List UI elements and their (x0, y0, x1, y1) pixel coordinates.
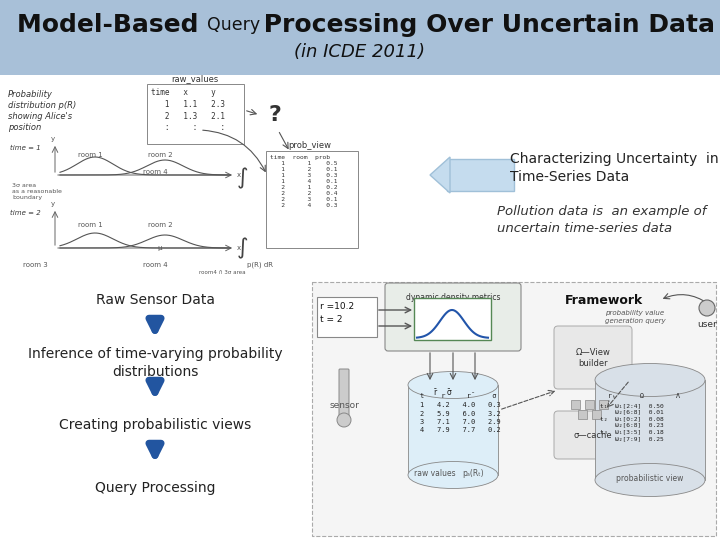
Bar (0, 75, 720, 540)
Text: y: y (51, 136, 55, 142)
Text: r =10.2
t = 2: r =10.2 t = 2 (320, 302, 354, 323)
Bar (585, 400, 594, 409)
Text: 1   4.2   4.0   0.3
2   5.9   6.0   3.2
3   7.1   7.0   2.9
4   7.9   7.7   0.2: 1 4.2 4.0 0.3 2 5.9 6.0 3.2 3 7.1 7.0 2.… (420, 402, 500, 434)
Ellipse shape (595, 463, 705, 496)
Text: p(R) dR: p(R) dR (247, 262, 273, 268)
Text: ?: ? (269, 105, 282, 125)
Text: Ω—View
builder: Ω—View builder (575, 348, 611, 368)
Polygon shape (430, 157, 450, 193)
Text: Characterizing Uncertainty  in
Time-Series Data: Characterizing Uncertainty in Time-Serie… (510, 152, 719, 184)
Text: pₐ(Rₜ): pₐ(Rₜ) (462, 469, 484, 478)
Text: room4 ∩ 3σ area: room4 ∩ 3σ area (199, 271, 246, 275)
Ellipse shape (595, 363, 705, 396)
Text: Query: Query (207, 16, 260, 34)
Ellipse shape (337, 413, 351, 427)
Bar (599, 400, 608, 409)
Text: Model-Based: Model-Based (17, 13, 207, 37)
Text: room 1: room 1 (78, 222, 102, 228)
Text: Processing Over Uncertain Data: Processing Over Uncertain Data (255, 13, 715, 37)
Text: ∫: ∫ (237, 167, 249, 188)
Text: rₜ      Ω        Λ: rₜ Ω Λ (600, 393, 680, 399)
FancyBboxPatch shape (554, 411, 632, 459)
Bar (592, 410, 601, 419)
Text: time = 2: time = 2 (10, 210, 41, 216)
FancyBboxPatch shape (317, 297, 377, 337)
Text: y: y (51, 201, 55, 207)
Text: room 1: room 1 (78, 152, 102, 158)
Text: time  room  prob
   1      1    0.5
   1      2    0.1
   1      3    0.3
   1  : time room prob 1 1 0.5 1 2 0.1 1 3 0.3 1 (270, 155, 338, 208)
Bar (578, 410, 587, 419)
Text: Inference of time-varying probability
distributions: Inference of time-varying probability di… (27, 347, 282, 379)
Text: 3σ area
as a reasonable
boundary: 3σ area as a reasonable boundary (12, 183, 62, 200)
FancyBboxPatch shape (339, 369, 349, 421)
Text: σ—cache: σ—cache (574, 430, 612, 440)
Text: Framework: Framework (565, 294, 643, 307)
FancyBboxPatch shape (595, 380, 705, 480)
Text: room 4: room 4 (143, 262, 167, 268)
FancyBboxPatch shape (312, 282, 716, 536)
Ellipse shape (408, 372, 498, 399)
Text: r̄: r̄ (433, 388, 436, 397)
FancyBboxPatch shape (266, 151, 358, 248)
Text: (in ICDE 2011): (in ICDE 2011) (294, 43, 426, 61)
Text: room 4: room 4 (143, 169, 167, 175)
FancyBboxPatch shape (554, 326, 632, 389)
Text: raw values: raw values (414, 469, 456, 478)
FancyBboxPatch shape (147, 84, 244, 144)
Text: sensor: sensor (329, 401, 359, 410)
Text: dynamic density metrics: dynamic density metrics (406, 293, 500, 302)
Text: x: x (237, 245, 241, 251)
Text: Probability
distribution p(R)
showing Alice's
position: Probability distribution p(R) showing Al… (8, 90, 76, 132)
Text: t₁  ω₁[2:4]  0.50
    ω₂[6:8]  0.01
t₂  ω₁[0:2]  0.08
    ω₂[6:8]  0.23
t₃  ω₁[3: t₁ ω₁[2:4] 0.50 ω₂[6:8] 0.01 t₂ ω₁[0:2] … (600, 403, 664, 441)
FancyBboxPatch shape (385, 283, 521, 351)
Bar (571, 400, 580, 409)
Text: Pollution data is  an example of
uncertain time-series data: Pollution data is an example of uncertai… (497, 205, 706, 235)
Text: probability value
generation query: probability value generation query (605, 310, 665, 324)
Text: room 3: room 3 (22, 262, 48, 268)
FancyBboxPatch shape (447, 159, 514, 191)
Text: σ̄: σ̄ (446, 388, 451, 397)
Text: ∫: ∫ (237, 238, 249, 259)
Text: prob_view: prob_view (289, 141, 331, 150)
Text: Raw Sensor Data: Raw Sensor Data (96, 293, 215, 307)
Text: x: x (237, 172, 241, 178)
FancyBboxPatch shape (408, 385, 498, 475)
Text: Creating probabilistic views: Creating probabilistic views (59, 418, 251, 432)
Ellipse shape (408, 462, 498, 489)
Text: time = 1: time = 1 (10, 145, 41, 151)
Text: user: user (697, 320, 717, 329)
Text: raw_values: raw_values (171, 74, 219, 83)
Text: room 2: room 2 (148, 222, 172, 228)
FancyBboxPatch shape (414, 298, 491, 340)
Text: probabilistic view: probabilistic view (616, 474, 684, 483)
Text: Query Processing: Query Processing (95, 481, 215, 495)
Bar (0, 0, 720, 75)
Text: μ: μ (158, 245, 162, 251)
Text: room 2: room 2 (148, 152, 172, 158)
Circle shape (699, 300, 715, 316)
Text: t    r     r̄    σ: t r r̄ σ (420, 393, 497, 399)
Text: time   x     y
   1   1.1   2.3
   2   1.3   2.1
   :     :     :: time x y 1 1.1 2.3 2 1.3 2.1 : : : (151, 88, 225, 132)
